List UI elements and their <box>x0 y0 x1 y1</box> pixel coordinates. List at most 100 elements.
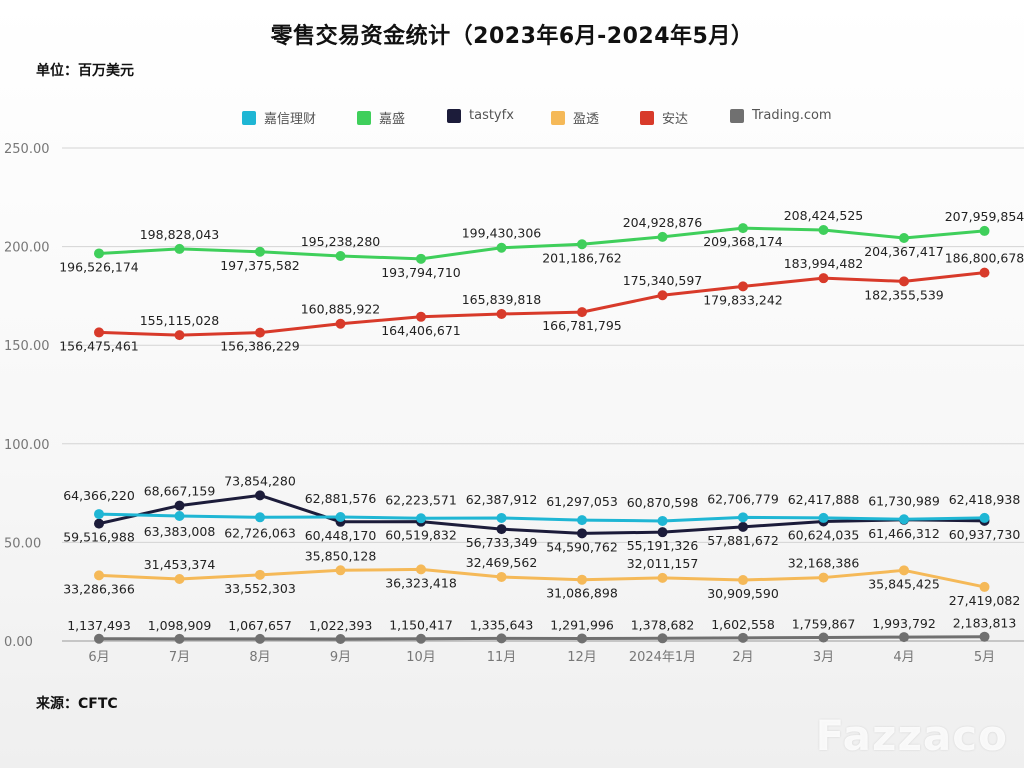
data-point <box>335 511 346 522</box>
data-label: 1,993,792 <box>872 616 936 631</box>
data-point <box>738 223 748 234</box>
data-label: 60,870,598 <box>627 495 699 510</box>
data-point <box>577 307 587 318</box>
series-line <box>98 512 985 523</box>
data-point <box>818 512 829 523</box>
x-tick-label: 11月 <box>487 650 517 665</box>
data-label: 61,297,053 <box>546 494 618 509</box>
legend-label: Trading.com <box>752 108 832 123</box>
legend-item-1[interactable]: 嘉盛 <box>357 108 405 127</box>
data-point <box>979 631 990 642</box>
data-point <box>94 570 104 581</box>
legend-label: tastyfx <box>469 108 514 123</box>
x-tick-label: 12月 <box>567 650 597 665</box>
data-point <box>416 513 426 524</box>
data-label: 208,424,525 <box>784 208 864 223</box>
data-label: 30,909,590 <box>707 586 779 601</box>
data-point <box>738 521 748 532</box>
data-label: 204,367,417 <box>864 244 944 259</box>
data-label: 183,994,482 <box>784 256 864 271</box>
data-label: 198,828,043 <box>140 227 220 242</box>
data-point <box>335 318 346 329</box>
data-label: 1,150,417 <box>389 618 453 633</box>
data-point <box>174 500 185 511</box>
data-point <box>496 571 507 582</box>
data-label: 32,011,157 <box>627 556 699 571</box>
series-line <box>98 635 985 641</box>
data-label: 62,881,576 <box>305 491 377 506</box>
x-tick-label: 10月 <box>406 650 436 665</box>
data-label: 55,191,326 <box>627 538 699 553</box>
x-tick-label: 3月 <box>813 650 834 665</box>
data-point <box>94 248 104 259</box>
data-point <box>818 224 829 235</box>
data-point <box>174 511 185 522</box>
legend-swatch <box>447 108 461 123</box>
legend-swatch <box>242 110 256 125</box>
data-label: 207,959,854 <box>945 209 1024 224</box>
data-point <box>255 569 265 580</box>
data-point <box>657 633 668 644</box>
data-label: 61,730,989 <box>868 493 940 508</box>
data-label: 33,552,303 <box>224 581 296 596</box>
data-label: 204,928,876 <box>623 215 703 230</box>
legend-item-3[interactable]: 盈透 <box>551 108 599 127</box>
data-label: 57,881,672 <box>707 533 779 548</box>
data-point <box>979 267 990 278</box>
chart-legend: 嘉信理财 嘉盛 tastyfx 盈透 安达 Trading.com <box>0 108 1024 128</box>
data-label: 68,667,159 <box>144 484 216 499</box>
data-point <box>577 515 587 526</box>
data-label: 1,098,909 <box>148 618 212 633</box>
data-label: 186,800,678 <box>945 251 1024 266</box>
legend-label: 安达 <box>662 112 689 127</box>
data-label: 155,115,028 <box>140 313 220 328</box>
x-tick-label: 9月 <box>330 650 351 665</box>
legend-item-0[interactable]: 嘉信理财 <box>242 108 316 127</box>
data-point <box>496 512 507 523</box>
data-point <box>416 633 426 644</box>
data-point <box>738 281 748 292</box>
data-point <box>496 242 507 253</box>
data-label: 62,417,888 <box>788 492 860 507</box>
data-point <box>577 574 587 585</box>
data-label: 156,386,229 <box>220 339 300 354</box>
data-label: 199,430,306 <box>462 226 542 241</box>
data-point <box>657 572 668 583</box>
data-label: 1,291,996 <box>550 617 614 632</box>
data-label: 62,387,912 <box>466 492 538 507</box>
y-tick-label: 250.00 <box>4 142 50 157</box>
legend-label: 盈透 <box>573 112 600 127</box>
watermark-logo: Fazzaco <box>815 711 1008 760</box>
data-label: 195,238,280 <box>301 234 381 249</box>
data-point <box>657 290 668 301</box>
data-label: 164,406,671 <box>381 323 461 338</box>
data-label: 1,067,657 <box>228 618 292 633</box>
legend-item-2[interactable]: tastyfx <box>447 108 514 123</box>
legend-item-4[interactable]: 安达 <box>640 108 688 127</box>
data-point <box>818 632 829 643</box>
data-label: 63,383,008 <box>144 524 216 539</box>
data-point <box>818 273 829 284</box>
data-label: 62,726,063 <box>224 525 296 540</box>
data-label: 31,086,898 <box>546 586 618 601</box>
series-line <box>98 226 985 261</box>
data-label: 1,378,682 <box>631 617 695 632</box>
x-tick-label: 7月 <box>169 650 190 665</box>
unit-label: 单位：百万美元 <box>36 63 134 79</box>
x-tick-label: 2024年1月 <box>629 650 696 665</box>
data-label: 1,759,867 <box>792 617 856 632</box>
data-label: 160,885,922 <box>301 302 381 317</box>
data-label: 27,419,082 <box>949 593 1021 608</box>
data-point <box>94 518 104 529</box>
x-tick-label: 6月 <box>88 650 109 665</box>
data-point <box>335 565 346 576</box>
legend-item-5[interactable]: Trading.com <box>730 108 832 123</box>
data-point <box>577 239 587 250</box>
data-point <box>738 512 748 523</box>
data-label: 60,937,730 <box>949 527 1021 542</box>
x-tick-label: 2月 <box>732 650 753 665</box>
data-label: 197,375,582 <box>220 258 300 273</box>
data-label: 35,850,128 <box>305 548 377 563</box>
data-point <box>496 308 507 319</box>
data-label: 196,526,174 <box>59 259 139 274</box>
